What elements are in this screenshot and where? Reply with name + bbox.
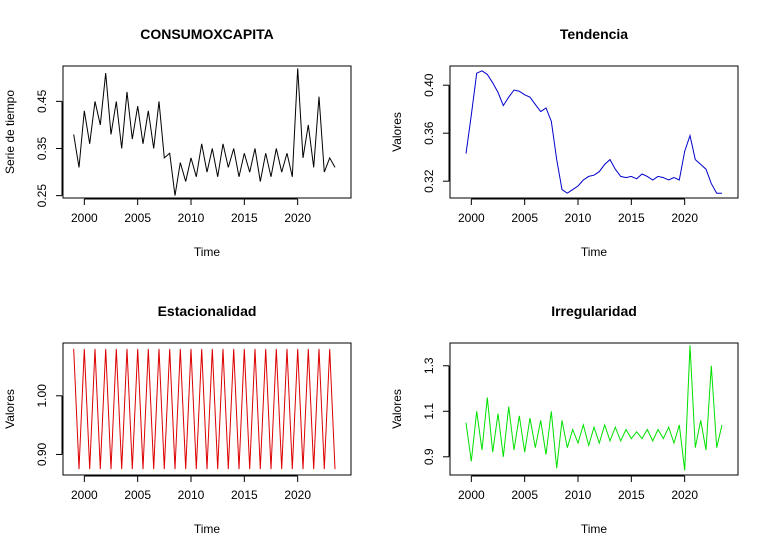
chart-title: Irregularidad xyxy=(551,303,637,319)
chart-panel-2: Tendencia 2000 2005 2010 2015 2020 Time 0.32 0.3… xyxy=(390,26,739,259)
y-tick-label: 0.35 xyxy=(35,136,49,160)
x-tick-label: 2000 xyxy=(71,211,98,225)
chart-panel-4: Irregularidad 2000 2005 2010 2015 2020 Time 0.9… xyxy=(390,303,739,536)
y-tick-label: 1.00 xyxy=(35,384,49,408)
x-tick-label: 2010 xyxy=(178,211,205,225)
chart-title: Estacionalidad xyxy=(158,303,257,319)
x-tick-label: 2000 xyxy=(458,488,485,502)
plot-frame xyxy=(62,65,352,199)
x-tick-label: 2000 xyxy=(71,488,98,502)
x-tick-label: 2005 xyxy=(511,211,538,225)
y-axis-label: Serie de tiempo xyxy=(3,90,17,174)
x-tick-label: 2015 xyxy=(231,488,258,502)
y-tick-label: 0.25 xyxy=(35,184,49,208)
chart-panel-1: CONSUMOXCAPITA 2000 2005 2010 2015 2020 Time 0.… xyxy=(3,26,352,259)
series-line xyxy=(73,348,336,470)
chart-title: CONSUMOXCAPITA xyxy=(140,26,274,42)
x-tick-label: 2010 xyxy=(565,211,592,225)
y-tick-label: 0.32 xyxy=(422,169,436,193)
series-line xyxy=(465,70,722,194)
x-tick-label: 2020 xyxy=(284,488,311,502)
y-axis-label: Valores xyxy=(3,389,17,429)
x-tick-label: 2020 xyxy=(671,211,698,225)
y-tick-label: 1.1 xyxy=(422,403,436,420)
chart-title: Tendencia xyxy=(560,26,628,42)
x-tick-label: 2015 xyxy=(618,211,645,225)
x-tick-label: 2020 xyxy=(671,488,698,502)
x-axis-label: Time xyxy=(581,245,608,259)
y-tick-label: 0.9 xyxy=(422,448,436,465)
x-tick-label: 2015 xyxy=(231,211,258,225)
series-line xyxy=(73,68,336,196)
x-tick-label: 2015 xyxy=(618,488,645,502)
y-tick-label: 0.40 xyxy=(422,73,436,97)
chart-panel-3: Estacionalidad 2000 2005 2010 2015 2020 Time 0.… xyxy=(3,303,352,536)
y-tick-label: 0.90 xyxy=(35,442,49,466)
x-tick-label: 2005 xyxy=(124,211,151,225)
x-axis-label: Time xyxy=(194,245,221,259)
y-axis-label: Valores xyxy=(390,112,404,152)
plot-frame xyxy=(449,342,739,476)
x-tick-label: 2005 xyxy=(511,488,538,502)
y-tick-label: 1.3 xyxy=(422,357,436,374)
x-tick-label: 2005 xyxy=(124,488,151,502)
plot-frame xyxy=(449,65,739,199)
y-tick-label: 0.45 xyxy=(35,89,49,113)
y-axis-label: Valores xyxy=(390,389,404,429)
series-line xyxy=(465,345,723,471)
x-tick-label: 2000 xyxy=(458,211,485,225)
x-axis-label: Time xyxy=(581,522,608,536)
x-axis-label: Time xyxy=(194,522,221,536)
x-tick-label: 2010 xyxy=(565,488,592,502)
plot-frame xyxy=(62,342,352,476)
x-tick-label: 2020 xyxy=(284,211,311,225)
y-tick-label: 0.36 xyxy=(422,121,436,145)
x-tick-label: 2010 xyxy=(178,488,205,502)
